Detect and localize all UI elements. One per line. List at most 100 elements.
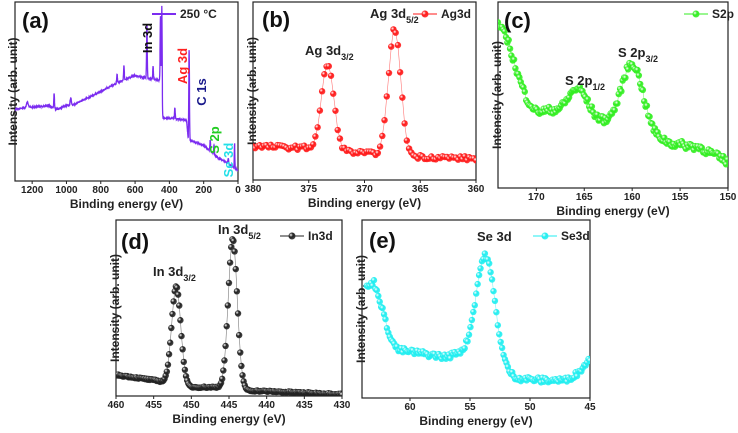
x-tick-label: 375 <box>300 184 317 195</box>
data-point <box>475 271 483 279</box>
series-c <box>498 19 728 168</box>
data-point <box>174 291 182 298</box>
data-point <box>239 372 246 379</box>
data-point <box>235 331 243 339</box>
x-tick-label: 435 <box>296 400 313 411</box>
legend-marker <box>288 232 296 240</box>
data-point <box>164 361 172 368</box>
x-tick-label: 150 <box>720 192 737 203</box>
panel-label: (c) <box>504 8 531 33</box>
data-point <box>614 100 621 107</box>
data-point <box>622 74 629 82</box>
peak-annotation: S 2p <box>207 126 222 154</box>
data-point <box>521 88 529 95</box>
data-point <box>330 90 337 97</box>
peak-annotation: Ag 3d3/2 <box>305 43 354 62</box>
y-axis-label: Intensity (arb. unit) <box>490 41 504 149</box>
data-point <box>490 287 497 295</box>
x-tick-label: 200 <box>195 185 212 196</box>
data-point <box>231 248 238 255</box>
data-point <box>505 36 512 44</box>
data-point <box>170 298 177 305</box>
data-point <box>467 323 474 331</box>
x-tick-label: 155 <box>672 192 689 203</box>
y-axis-label: Intensity (arb. unit) <box>245 37 259 145</box>
data-point <box>379 132 386 140</box>
data-point <box>220 367 227 374</box>
data-point <box>312 133 319 140</box>
x-tick-label: 445 <box>221 400 238 411</box>
data-point <box>163 368 171 375</box>
data-point <box>487 269 494 276</box>
data-point <box>318 88 326 95</box>
legend-label: Ag3d <box>441 7 471 21</box>
peak-annotation: C 1s <box>194 78 209 105</box>
data-point <box>234 310 242 317</box>
x-tick-label: 455 <box>145 400 162 411</box>
data-point <box>464 338 471 345</box>
panel-label: (e) <box>369 228 396 253</box>
data-point <box>465 331 473 338</box>
peak-annotation: S 2p1/2 <box>565 73 605 92</box>
data-point <box>470 308 477 316</box>
data-point <box>506 45 514 52</box>
data-point <box>486 260 493 267</box>
legend: Ag3d <box>413 7 471 21</box>
data-point <box>471 302 478 309</box>
x-tick-label: 440 <box>258 400 275 411</box>
panel-d: 460 455 450 445 440 435 430 Binding energy (eV)… <box>108 219 351 426</box>
legend-marker <box>541 232 549 240</box>
data-point <box>643 102 651 109</box>
data-point <box>637 80 644 88</box>
data-point <box>512 65 519 72</box>
x-axis-label: Binding energy (eV) <box>308 196 421 210</box>
data-point <box>611 106 618 114</box>
data-point <box>496 331 503 338</box>
data-point <box>237 349 244 356</box>
x-tick-label: 60 <box>404 402 416 413</box>
x-tick-label: 165 <box>576 192 593 203</box>
plot-frame <box>497 1 729 189</box>
x-tick-label: 370 <box>356 184 373 195</box>
data-point <box>180 358 187 366</box>
data-point <box>176 302 183 309</box>
x-axis-label: Binding energy (eV) <box>419 414 532 428</box>
panel-label: (b) <box>262 7 290 32</box>
x-tick-label: 365 <box>412 184 429 195</box>
x-tick-label: 170 <box>528 192 545 203</box>
peak-annotation: Se 3d <box>477 229 512 244</box>
x-tick-label: 380 <box>245 184 262 195</box>
data-point <box>375 292 382 300</box>
x-tick-label: 400 <box>161 185 178 196</box>
panel-label: (a) <box>22 8 49 33</box>
data-point <box>334 126 341 134</box>
data-point <box>219 375 226 383</box>
legend-label: Se3d <box>561 229 590 243</box>
data-point <box>477 265 484 272</box>
legend-marker <box>421 10 429 18</box>
panel-a: 1200 1000 800 600 400 200 0 Binding energy (eV)… <box>6 1 241 211</box>
data-point <box>169 310 176 318</box>
x-tick-label: 1200 <box>21 185 44 196</box>
peak-annotation: Se 3d <box>221 143 236 178</box>
data-point <box>222 342 229 350</box>
data-point <box>168 324 175 332</box>
data-point <box>401 120 408 127</box>
data-point <box>370 277 378 284</box>
x-axis-label: Binding energy (eV) <box>172 412 285 426</box>
y-axis-label: Intensity (arb. unit) <box>354 255 368 363</box>
data-point <box>383 93 390 100</box>
data-point <box>376 143 384 150</box>
x-tick-label: 1000 <box>55 185 78 196</box>
data-point <box>373 287 381 294</box>
data-point <box>177 317 184 324</box>
peak-annotation: S 2p3/2 <box>618 45 658 64</box>
data-point <box>332 107 339 114</box>
legend: 250 °C <box>152 7 217 21</box>
data-point <box>510 56 518 63</box>
data-point <box>223 323 230 330</box>
x-tick-label: 450 <box>183 400 200 411</box>
y-axis-label: Intensity (arb. unit) <box>108 254 122 362</box>
data-point <box>338 391 342 396</box>
